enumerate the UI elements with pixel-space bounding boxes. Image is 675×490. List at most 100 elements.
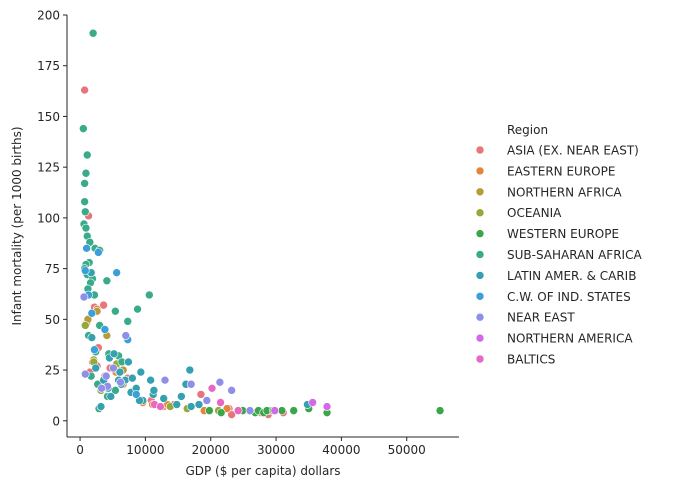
data-point	[115, 367, 125, 377]
x-tick-label: 30000	[257, 443, 295, 457]
legend-label: NORTHERN AMERICA	[507, 332, 633, 346]
data-point	[102, 276, 112, 286]
data-point	[87, 333, 97, 342]
data-point	[222, 404, 232, 413]
data-point	[109, 349, 119, 359]
data-point	[116, 377, 125, 387]
data-point	[79, 124, 88, 133]
data-point	[145, 290, 154, 300]
legend-marker	[475, 166, 485, 176]
data-point	[216, 398, 225, 407]
data-point	[111, 306, 120, 316]
y-axis-ticks: 0 25 50 75 100 125 150 175 200	[37, 9, 67, 428]
y-tick-label: 200	[37, 9, 60, 23]
y-tick-label: 125	[37, 161, 60, 175]
legend-label: NORTHERN AFRICA	[507, 185, 622, 199]
data-point	[133, 304, 142, 314]
data-point	[308, 398, 317, 407]
legend-marker	[475, 208, 485, 217]
x-tick-label: 10000	[126, 443, 164, 457]
data-point	[233, 406, 243, 415]
data-point	[80, 321, 90, 330]
data-point	[80, 197, 89, 206]
legend-marker	[475, 271, 485, 280]
data-point	[124, 357, 133, 367]
legend-label: C.W. OF IND. STATES	[507, 290, 631, 304]
data-point	[196, 390, 206, 399]
data-point	[100, 325, 110, 334]
data-point	[160, 375, 170, 385]
data-point	[186, 379, 196, 389]
data-point	[216, 408, 226, 417]
legend-marker	[475, 291, 485, 301]
data-point	[80, 207, 90, 217]
data-point	[109, 363, 118, 373]
data-point	[82, 244, 91, 253]
y-tick-label: 175	[37, 59, 60, 73]
data-point	[80, 179, 89, 188]
x-axis-ticks: 0 10000 20000 30000 40000 50000	[76, 437, 426, 457]
data-point	[80, 266, 90, 275]
data-point	[194, 400, 204, 409]
x-axis-label: GDP ($ per capita) dollars	[185, 464, 340, 478]
data-point	[81, 168, 91, 178]
y-tick-label: 0	[52, 414, 60, 428]
data-point	[136, 367, 146, 377]
data-point	[185, 365, 195, 375]
data-point	[172, 400, 182, 409]
data-point	[91, 363, 101, 373]
data-point	[90, 345, 99, 355]
data-point	[81, 223, 91, 233]
data-point	[97, 384, 106, 393]
data-point	[245, 406, 255, 415]
legend-label: BALTICS	[507, 353, 555, 367]
legend-marker	[475, 145, 485, 155]
legend-label: WESTERN EUROPE	[507, 227, 619, 241]
data-point	[215, 377, 225, 387]
x-tick-label: 0	[76, 443, 84, 457]
data-point	[435, 406, 445, 415]
legend-marker	[475, 354, 485, 364]
data-point	[159, 394, 168, 403]
data-point	[106, 392, 116, 401]
data-point	[156, 402, 165, 411]
x-tick-label: 40000	[322, 443, 360, 457]
legend-label: ASIA (EX. NEAR EAST)	[507, 144, 639, 158]
data-point	[80, 85, 89, 95]
data-point	[289, 406, 299, 415]
data-point	[94, 248, 103, 257]
data-point	[82, 150, 92, 160]
axes-spines	[66, 15, 459, 438]
data-point	[87, 308, 97, 318]
y-axis-label: Infant mortality (per 1000 births)	[10, 126, 24, 325]
x-tick-label: 20000	[192, 443, 230, 457]
legend-marker	[475, 312, 485, 322]
data-point	[186, 402, 196, 411]
data-point	[88, 28, 98, 38]
data-point	[79, 292, 89, 302]
data-point	[101, 371, 111, 381]
data-point	[128, 373, 137, 383]
y-tick-label: 25	[45, 364, 60, 378]
data-point	[227, 410, 236, 419]
legend-marker	[475, 333, 485, 343]
data-points	[79, 28, 445, 419]
legend-marker	[475, 250, 485, 259]
data-point	[322, 402, 332, 411]
data-point	[146, 375, 155, 385]
legend-title: Region	[507, 123, 548, 137]
data-point	[80, 369, 90, 379]
data-point	[227, 386, 236, 395]
legend: Region ASIA (EX. NEAR EAST) EASTERN EUROP…	[475, 123, 642, 367]
data-point	[96, 402, 106, 411]
data-point	[205, 406, 214, 415]
legend-marker	[475, 187, 485, 197]
data-point	[207, 384, 217, 393]
y-tick-label: 100	[37, 211, 60, 225]
data-point	[99, 300, 108, 310]
data-point	[121, 331, 131, 340]
y-tick-label: 150	[37, 110, 60, 124]
y-tick-label: 50	[45, 313, 60, 327]
legend-marker	[475, 229, 485, 238]
